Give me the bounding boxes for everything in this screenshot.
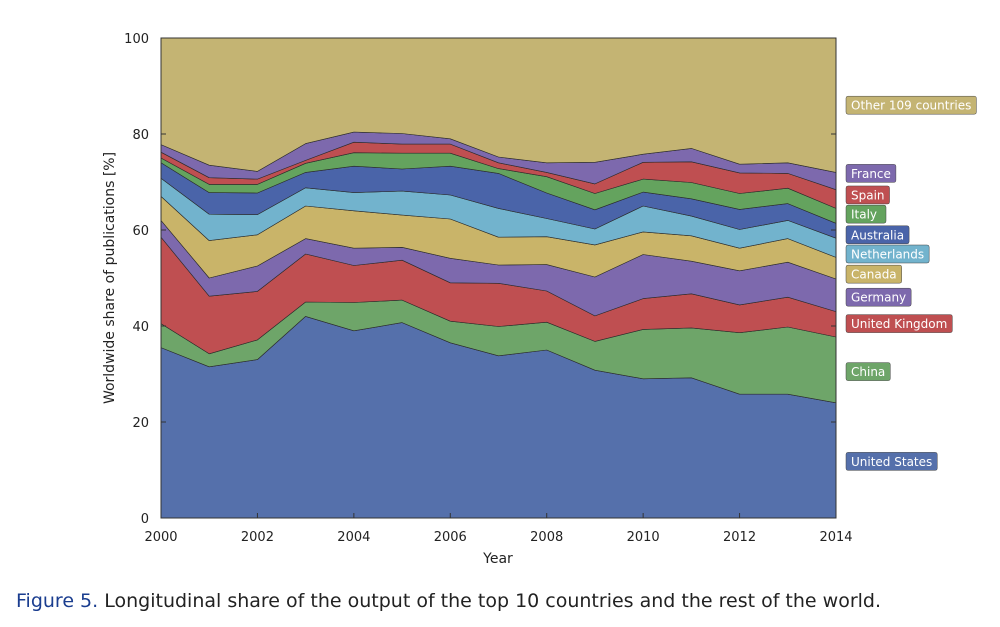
legend-label: Germany: [851, 291, 906, 305]
x-tick-label: 2010: [627, 530, 660, 545]
legend-item-united-states: United States: [845, 452, 938, 471]
legend-label: United States: [851, 455, 932, 469]
plot-frame: [160, 37, 837, 519]
y-axis-title: Worldwide share of publications [%]: [102, 152, 118, 404]
figure-caption: Figure 5. Longitudinal share of the outp…: [16, 590, 996, 612]
figure-caption-label: Figure 5.: [16, 590, 99, 612]
legend-label: France: [851, 167, 891, 181]
stacked-area-chart: 0 20 40 60 80 100 2000 2002 2004 2006 2008 2010 201…: [102, 32, 977, 567]
legend-swatch: [845, 244, 930, 264]
legend-item-china: China: [845, 362, 891, 381]
legend: Other 109 countries France Spain Italy Austr…: [845, 95, 977, 471]
legend-label: Australia: [851, 228, 904, 242]
y-axis-ticks: 0 20 40 60 80 100: [124, 32, 836, 527]
legend-item-spain: Spain: [845, 185, 890, 205]
x-tick-label: 2004: [337, 530, 370, 545]
legend-label: Other 109 countries: [851, 99, 971, 113]
y-tick-label: 100: [124, 32, 149, 47]
y-tick-label: 80: [132, 128, 149, 143]
legend-item-italy: Italy: [845, 204, 887, 224]
legend-label: Netherlands: [851, 248, 924, 262]
y-tick-label: 20: [132, 416, 149, 431]
legend-swatch: [845, 95, 977, 115]
x-tick-label: 2002: [241, 530, 274, 545]
legend-label: Italy: [851, 208, 877, 222]
legend-swatch: [845, 287, 912, 307]
legend-swatch: [845, 204, 887, 224]
area-other-109-countries: [160, 37, 837, 173]
y-tick-label: 40: [132, 320, 149, 335]
legend-item-other-109-countries: Other 109 countries: [845, 95, 977, 115]
legend-swatch: [845, 452, 938, 471]
legend-item-australia: Australia: [845, 225, 910, 245]
x-axis-title: Year: [482, 551, 513, 567]
legend-item-france: France: [845, 164, 897, 183]
legend-swatch: [845, 225, 910, 245]
legend-item-netherlands: Netherlands: [845, 244, 930, 264]
legend-label: Canada: [851, 268, 897, 282]
x-tick-label: 2014: [819, 530, 852, 545]
figure-caption-text: Longitudinal share of the output of the …: [104, 590, 882, 612]
x-tick-label: 2000: [144, 530, 177, 545]
y-tick-label: 0: [141, 512, 149, 527]
legend-label: Spain: [851, 188, 885, 202]
legend-label: China: [851, 365, 885, 379]
legend-swatch: [845, 264, 902, 284]
legend-swatch: [845, 314, 953, 333]
x-tick-label: 2012: [723, 530, 756, 545]
legend-swatch: [845, 164, 897, 183]
y-tick-label: 60: [132, 224, 149, 239]
legend-swatch: [845, 185, 890, 205]
legend-label: United Kingdom: [851, 317, 947, 331]
x-tick-label: 2008: [530, 530, 563, 545]
legend-item-germany: Germany: [845, 287, 912, 307]
x-axis-ticks: 2000 2002 2004 2006 2008 2010 2012 2014: [144, 513, 853, 545]
legend-swatch: [845, 362, 891, 381]
x-tick-label: 2006: [434, 530, 467, 545]
legend-item-united-kingdom: United Kingdom: [845, 314, 953, 333]
area-series-group: [160, 37, 837, 519]
legend-item-canada: Canada: [845, 264, 902, 284]
